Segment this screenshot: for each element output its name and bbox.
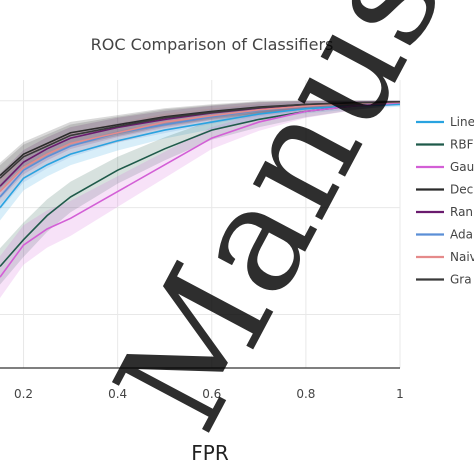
- legend-item: Line: [416, 115, 474, 129]
- series-line: [0, 101, 401, 193]
- legend-label: Ada: [450, 228, 473, 242]
- legend-label: Gau: [450, 160, 474, 174]
- legend-item: Gra: [416, 273, 472, 287]
- series-line: [0, 103, 401, 209]
- x-axis-label: FPR: [191, 441, 229, 465]
- legend-item: Gau: [416, 160, 474, 174]
- x-tick-label: 0.8: [296, 387, 315, 401]
- chart-title: ROC Comparison of Classifiers: [91, 35, 334, 54]
- confidence-band: [0, 100, 400, 200]
- x-tick-label: 0.2: [14, 387, 33, 401]
- series-line: [0, 102, 401, 278]
- plot-area: [0, 80, 401, 369]
- confidence-band: [0, 100, 400, 285]
- legend-item: Ada: [416, 228, 473, 242]
- legend-item: Naiv: [416, 250, 474, 264]
- confidence-band: [0, 100, 400, 205]
- series-line: [0, 100, 401, 179]
- x-tick-label: 0.6: [202, 387, 221, 401]
- confidence-band: [0, 100, 400, 298]
- legend-label: Dec: [450, 183, 473, 197]
- x-tick-labels: 0.2 0.4 0.6 0.8 1: [14, 387, 404, 401]
- series-lines: [0, 100, 401, 278]
- confidence-band: [0, 100, 400, 189]
- x-tick-label: 1: [396, 387, 404, 401]
- legend-label: RBF: [450, 138, 474, 152]
- x-tick-label: 0.4: [108, 387, 127, 401]
- legend-label: Naiv: [450, 250, 474, 264]
- legend-label: Ran: [450, 205, 473, 219]
- manuscript-watermark: Manuscri: [83, 0, 474, 457]
- legend-item: RBF: [416, 138, 474, 152]
- legend-item: Ran: [416, 205, 473, 219]
- legend-label: Line: [450, 115, 474, 129]
- legend-item: Dec: [416, 183, 473, 197]
- confidence-band: [0, 100, 400, 192]
- confidence-band: [0, 102, 400, 221]
- legend: Line RBF Gau Dec Ran Ada Naiv Gra: [416, 115, 474, 287]
- legend-label: Gra: [450, 273, 472, 287]
